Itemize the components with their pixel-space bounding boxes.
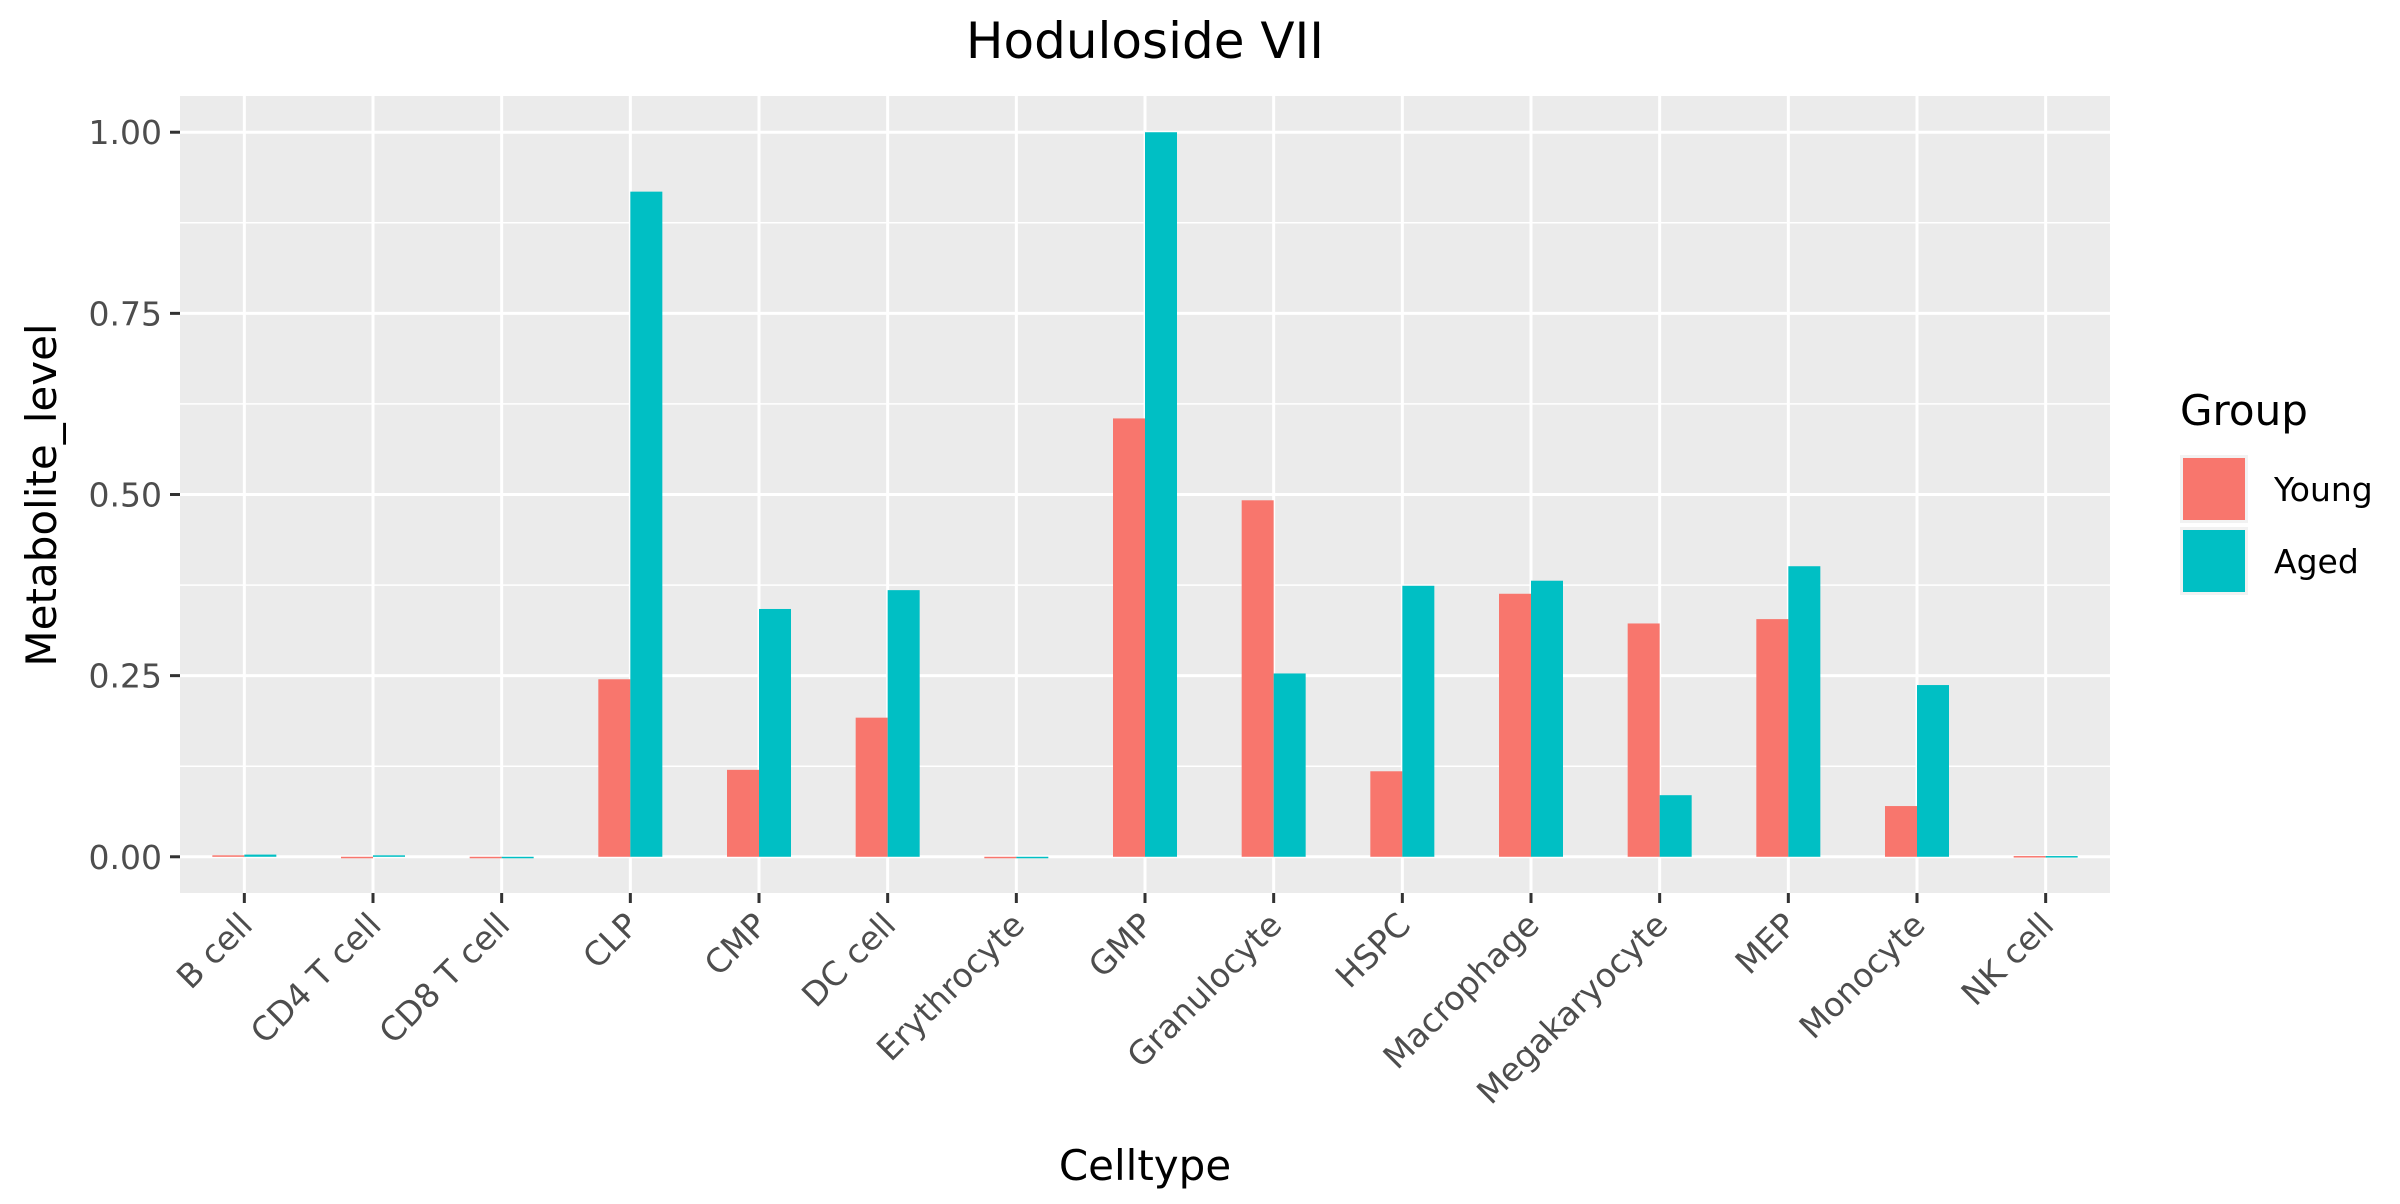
y-tick-label: 0.75 <box>89 294 162 333</box>
bar-young <box>341 856 373 859</box>
y-axis-title: Metabolite_level <box>17 323 66 666</box>
bar-aged <box>1788 566 1821 857</box>
y-axis: 0.00 0.25 0.50 0.75 1.00 <box>89 113 180 877</box>
bar-young <box>469 856 502 859</box>
bar-aged <box>373 855 405 857</box>
bar-young <box>1627 623 1660 857</box>
bar-young <box>1241 500 1274 857</box>
bar-aged <box>1917 685 1949 857</box>
legend-label: Aged <box>2274 542 2359 581</box>
bar-young <box>1113 418 1145 857</box>
bar-young <box>727 769 759 857</box>
bar-aged <box>1273 673 1306 857</box>
bar-young <box>1499 593 1531 857</box>
bar-young <box>1370 771 1403 857</box>
bar-young <box>855 717 888 857</box>
bar-aged <box>1016 856 1049 859</box>
y-tick-label: 0.50 <box>89 476 162 515</box>
legend-swatch <box>2183 530 2245 592</box>
legend-title: Group <box>2180 386 2308 435</box>
y-tick-label: 0.25 <box>89 657 162 696</box>
bar-aged <box>630 191 663 857</box>
bar-aged <box>1659 795 1692 857</box>
bar-aged <box>1145 132 1177 857</box>
bar-young <box>1885 806 1917 857</box>
chart-title: Hoduloside VII <box>966 12 1324 70</box>
bar-aged <box>2045 856 2078 858</box>
bar-young <box>1756 619 1789 857</box>
legend-swatch <box>2183 458 2245 520</box>
bar-aged <box>244 854 277 857</box>
x-axis-title: Celltype <box>1059 1141 1231 1190</box>
bar-aged <box>501 856 534 859</box>
y-tick-label: 0.00 <box>89 838 162 877</box>
bar-aged <box>759 608 791 857</box>
bar-young <box>212 855 245 857</box>
bar-aged <box>1531 580 1563 857</box>
bars <box>212 132 2078 859</box>
bar-aged <box>887 590 920 857</box>
bar-aged <box>1402 585 1435 857</box>
legend-label: Young <box>2273 470 2373 509</box>
legend: Group Young Aged <box>2180 386 2373 595</box>
bar-young <box>598 679 631 857</box>
y-tick-label: 1.00 <box>89 113 162 152</box>
bar-young <box>984 856 1017 859</box>
bar-young <box>2013 856 2046 858</box>
